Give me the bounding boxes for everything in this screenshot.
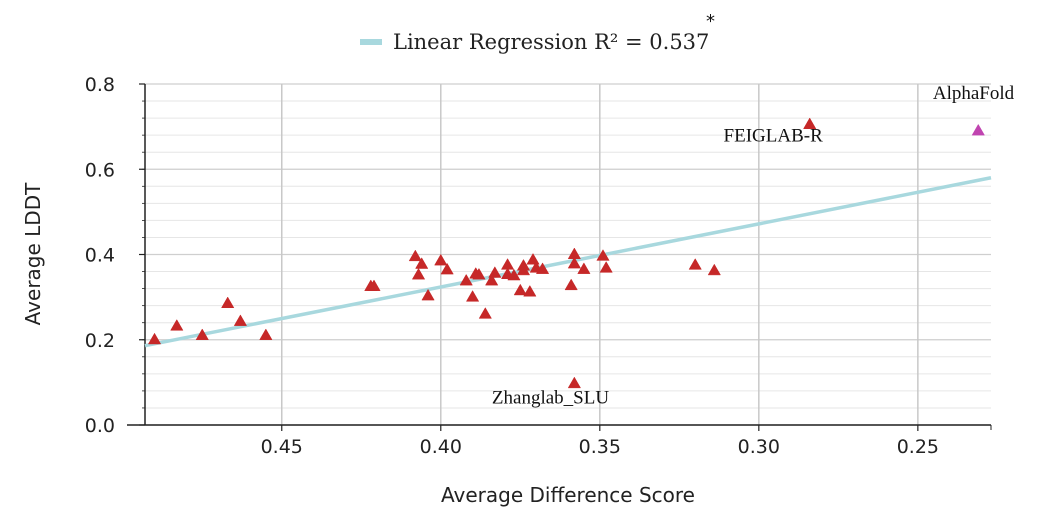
data-point (596, 249, 610, 261)
data-point (599, 261, 613, 273)
data-point (478, 307, 492, 319)
legend-significance-star: * (706, 11, 715, 32)
data-point (408, 249, 422, 262)
data-point (221, 296, 235, 308)
data-point (411, 267, 426, 280)
data-point (577, 262, 591, 274)
data-point (472, 267, 486, 280)
data-point (564, 278, 578, 291)
data-point (434, 253, 448, 266)
y-tick-label: 0.0 (85, 415, 115, 437)
point-annotations: AlphaFold FEIGLAB-R Zhanglab_SLU (492, 83, 1015, 409)
point-annotation: Zhanglab_SLU (492, 388, 609, 409)
regression-line (144, 176, 992, 348)
data-point (567, 376, 581, 389)
regression-line-segment (144, 176, 992, 348)
x-axis-label: Average Difference Score (441, 483, 695, 507)
point-annotation: AlphaFold (933, 83, 1015, 104)
data-point (567, 256, 581, 269)
data-point (195, 328, 209, 340)
data-point (259, 328, 273, 340)
data-point (147, 332, 162, 345)
y-tick-label: 0.4 (85, 245, 115, 267)
data-point (507, 268, 521, 281)
legend-label: Linear Regression R² = 0.537 (393, 30, 709, 54)
data-point (465, 290, 480, 302)
data-point (367, 279, 381, 291)
data-point (485, 273, 499, 286)
data-point (535, 262, 550, 274)
x-tick-label: 0.40 (420, 436, 462, 458)
point-annotation: FEIGLAB-R (724, 126, 824, 147)
y-axis-label: Average LDDT (21, 182, 45, 325)
data-point (526, 253, 540, 265)
data-point (488, 266, 502, 278)
data-point (421, 288, 435, 301)
data-point (803, 117, 817, 129)
data-point (688, 258, 702, 270)
data-point (459, 273, 473, 286)
data-point (170, 319, 184, 331)
x-tick-label: 0.25 (897, 436, 939, 458)
data-points (147, 117, 985, 389)
alphafold-point (971, 123, 985, 136)
data-point (513, 283, 527, 296)
data-point (415, 257, 429, 269)
y-tick-label: 0.8 (85, 74, 115, 96)
axes: 0.0 0.2 0.4 0.6 0.8 0.45 0.40 0.35 0.30 0.25 (85, 74, 992, 458)
data-point (523, 285, 537, 297)
data-point (707, 263, 721, 276)
data-point (516, 259, 531, 271)
y-tick-label: 0.2 (85, 330, 115, 352)
data-point (440, 262, 454, 275)
data-point (233, 314, 248, 326)
x-tick-label: 0.30 (738, 436, 780, 458)
x-tick-label: 0.35 (579, 436, 621, 458)
legend: Linear Regression R² = 0.537 * (360, 11, 715, 54)
x-tick-label: 0.45 (261, 436, 303, 458)
y-tick-label: 0.6 (85, 159, 115, 181)
